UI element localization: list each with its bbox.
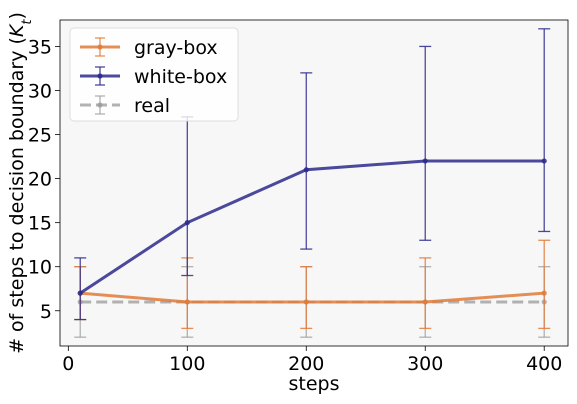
y-tick-label: 25 — [28, 125, 52, 147]
data-point — [541, 158, 547, 164]
series-white-box — [74, 28, 551, 321]
y-axis: 5 10 15 20 25 30 35 — [28, 36, 60, 323]
legend-label: gray-box — [134, 37, 218, 59]
error-bar — [300, 266, 313, 330]
error-bar — [538, 28, 551, 233]
data-point — [422, 158, 428, 164]
error-bar — [419, 257, 432, 330]
error-bar — [538, 239, 551, 330]
data-point — [77, 290, 83, 296]
error-bar — [74, 257, 87, 321]
x-axis-label: steps — [289, 373, 340, 395]
error-bar — [300, 72, 313, 250]
legend: gray-box white-box real — [69, 27, 239, 122]
legend-marker — [97, 44, 103, 50]
legend-marker — [97, 102, 103, 108]
x-tick-label: 0 — [62, 353, 74, 375]
y-tick-label: 20 — [28, 169, 52, 191]
legend-marker — [97, 73, 103, 79]
data-point — [422, 299, 428, 305]
legend-label: real — [134, 95, 170, 117]
y-tick-label: 30 — [28, 80, 52, 102]
y-tick-label: 35 — [28, 36, 52, 58]
data-point — [541, 290, 547, 296]
y-tick-label: 10 — [28, 257, 52, 279]
x-tick-label: 400 — [526, 353, 562, 375]
legend-box — [69, 27, 239, 122]
data-point — [184, 299, 190, 305]
x-axis: 0 100 200 300 400 — [62, 346, 562, 375]
x-tick-label: 200 — [288, 353, 324, 375]
x-tick-label: 300 — [407, 353, 443, 375]
error-bar — [419, 45, 432, 241]
y-tick-label: 5 — [40, 301, 52, 323]
x-tick-label: 100 — [169, 353, 205, 375]
y-axis-label: # of steps to decision boundary (Kt) — [6, 12, 35, 354]
legend-entry-real: real — [80, 95, 170, 117]
y-tick-label: 15 — [28, 213, 52, 235]
legend-entry-white-box: white-box — [80, 66, 227, 88]
data-point — [303, 299, 309, 305]
data-point — [184, 220, 190, 226]
series-layer — [74, 28, 551, 338]
legend-label: white-box — [134, 66, 227, 88]
legend-entry-gray-box: gray-box — [80, 37, 218, 59]
data-point — [303, 167, 309, 173]
